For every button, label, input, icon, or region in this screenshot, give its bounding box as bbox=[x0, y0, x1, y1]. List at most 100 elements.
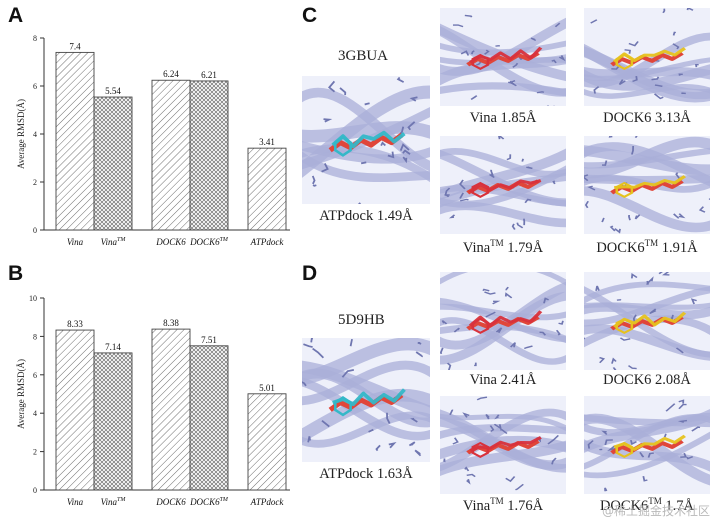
side-chain bbox=[505, 286, 509, 291]
side-chain bbox=[543, 297, 550, 304]
panel-letter-c: C bbox=[302, 4, 318, 27]
bar-value-label: 5.01 bbox=[259, 383, 275, 393]
side-chain bbox=[380, 141, 386, 147]
panel-letter-a: A bbox=[8, 4, 24, 27]
side-chain bbox=[341, 369, 355, 378]
native-ligand bbox=[328, 132, 404, 153]
bar-value-label: 7.51 bbox=[201, 335, 217, 345]
side-chain bbox=[584, 174, 589, 182]
x-tick-label: Vina bbox=[67, 497, 84, 507]
side-chain bbox=[646, 280, 650, 285]
protein-ribbon bbox=[584, 413, 710, 486]
caption-d-main: ATPdock 1.63Å bbox=[319, 466, 413, 482]
side-chain bbox=[399, 126, 405, 135]
side-chain bbox=[601, 217, 605, 223]
side-chain bbox=[452, 437, 459, 445]
ligand-ring bbox=[615, 441, 634, 458]
bar-value-label: 7.4 bbox=[69, 41, 81, 51]
x-tick-label: DOCK6 bbox=[155, 497, 186, 507]
side-chain bbox=[524, 198, 532, 204]
y-tick-label: 8 bbox=[33, 34, 37, 43]
side-chain bbox=[402, 156, 408, 164]
watermark: @稀土掘金技术社区 bbox=[601, 504, 710, 518]
side-chain bbox=[321, 163, 329, 173]
bar-value-label: 5.54 bbox=[105, 86, 121, 96]
side-chain bbox=[312, 184, 317, 187]
side-chain bbox=[484, 49, 490, 55]
protein-ribbon bbox=[440, 424, 566, 440]
side-chain bbox=[311, 175, 316, 185]
side-chain bbox=[509, 342, 516, 348]
ligand-ring bbox=[471, 53, 490, 70]
side-chain bbox=[312, 347, 325, 359]
x-tick-label: ATPdock bbox=[250, 497, 285, 507]
side-chain bbox=[558, 320, 564, 325]
side-chain bbox=[634, 136, 638, 138]
side-chain bbox=[327, 80, 336, 93]
protein-ribbon bbox=[440, 413, 566, 432]
y-axis-label: Average RMSD(Å) bbox=[16, 359, 26, 429]
side-chain bbox=[595, 285, 600, 291]
side-chain bbox=[449, 409, 454, 416]
bar bbox=[189, 80, 229, 231]
side-chain bbox=[653, 93, 664, 100]
docking-view-c-dock6tm bbox=[584, 136, 710, 234]
side-chain bbox=[494, 414, 500, 420]
protein-ribbon bbox=[302, 360, 430, 406]
side-chain bbox=[485, 414, 490, 420]
side-chain bbox=[539, 331, 547, 336]
protein-ribbon bbox=[440, 317, 566, 365]
side-chain bbox=[639, 452, 645, 458]
bar bbox=[189, 345, 229, 491]
side-chain bbox=[407, 121, 416, 131]
x-tick-label: VinaTM bbox=[101, 497, 127, 507]
protein-ribbon bbox=[584, 408, 710, 453]
side-chain bbox=[691, 426, 701, 432]
side-chain bbox=[678, 399, 685, 404]
side-chain bbox=[675, 347, 684, 354]
protein-ribbon bbox=[440, 82, 566, 97]
side-chain bbox=[508, 80, 517, 87]
side-chain bbox=[402, 149, 411, 155]
protein-ribbon bbox=[584, 66, 710, 80]
ligand-ring bbox=[615, 317, 634, 334]
side-chain bbox=[360, 161, 367, 165]
side-chain bbox=[612, 367, 617, 370]
y-tick-label: 4 bbox=[33, 130, 37, 139]
side-chain bbox=[678, 403, 687, 410]
side-chain bbox=[446, 362, 452, 370]
side-chain bbox=[708, 198, 710, 201]
side-chain bbox=[357, 202, 361, 204]
side-chain bbox=[448, 214, 456, 219]
protein-ribbon bbox=[584, 186, 710, 233]
side-chain bbox=[504, 292, 513, 299]
side-chain bbox=[530, 37, 537, 42]
protein-ribbon bbox=[584, 84, 710, 99]
caption-c-vinatm: VinaTM 1.79Å bbox=[462, 238, 544, 256]
protein-ribbon bbox=[302, 360, 430, 418]
side-chain bbox=[646, 276, 654, 284]
side-chain bbox=[628, 41, 639, 47]
side-chain bbox=[672, 31, 676, 36]
side-chain bbox=[654, 84, 663, 87]
side-chain bbox=[442, 458, 446, 463]
native-ligand bbox=[466, 51, 540, 67]
side-chain bbox=[686, 456, 694, 460]
side-chain bbox=[619, 337, 631, 341]
ligand-ring bbox=[471, 181, 490, 198]
side-chain bbox=[515, 483, 524, 491]
protein-ribbon bbox=[302, 85, 430, 178]
side-chain bbox=[470, 50, 475, 55]
side-chain bbox=[409, 96, 418, 102]
side-chain bbox=[464, 466, 470, 472]
side-chain bbox=[680, 452, 688, 458]
side-chain bbox=[482, 288, 490, 292]
side-chain bbox=[466, 473, 476, 478]
side-chain bbox=[505, 476, 516, 483]
ligand-ring bbox=[615, 53, 634, 70]
side-chain bbox=[500, 429, 508, 435]
side-chain bbox=[663, 433, 667, 438]
side-chain bbox=[558, 55, 566, 62]
bar-value-label: 8.33 bbox=[67, 319, 83, 329]
side-chain bbox=[302, 381, 307, 387]
